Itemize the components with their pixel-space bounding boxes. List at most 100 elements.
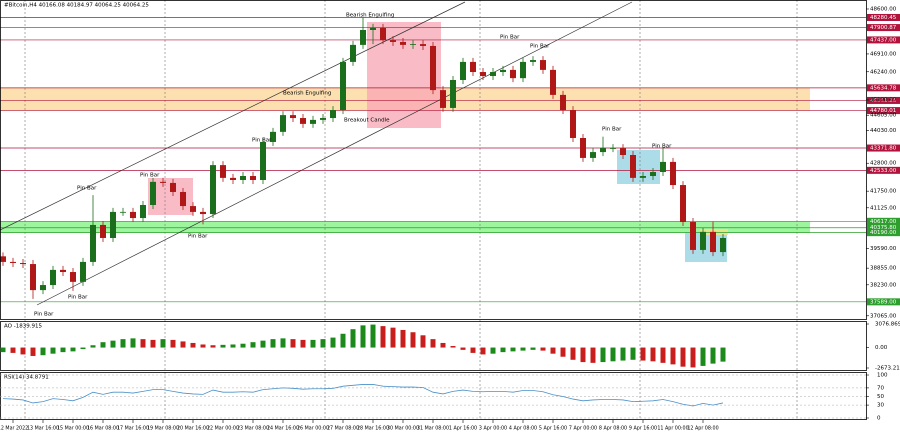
ao-bar bbox=[360, 325, 366, 348]
ao-bar bbox=[290, 339, 296, 348]
channel-line bbox=[0, 1, 466, 231]
level-tag bbox=[867, 229, 900, 237]
level-tag bbox=[867, 36, 900, 44]
candle-body bbox=[10, 261, 16, 263]
level-tag bbox=[867, 166, 900, 174]
ao-bar bbox=[10, 347, 16, 353]
ao-bar bbox=[140, 339, 146, 348]
level-label: 42533.00 bbox=[870, 168, 897, 174]
ao-bar bbox=[460, 347, 466, 350]
x-tick-label: 8 Apr 08:00 bbox=[599, 426, 627, 432]
panel-frame bbox=[0, 372, 867, 420]
ao-bar bbox=[720, 347, 726, 362]
candle-body bbox=[430, 45, 436, 91]
ao-bar bbox=[80, 347, 86, 350]
level-label: 47437.00 bbox=[870, 37, 897, 43]
annotation: Pin Bar bbox=[188, 234, 208, 240]
annotation: Pin Bar bbox=[530, 44, 550, 50]
annotation: Pin Bar bbox=[34, 312, 54, 318]
ao-bar bbox=[390, 327, 396, 348]
candle-body bbox=[640, 176, 646, 178]
ao-bar bbox=[370, 324, 376, 348]
candle-body bbox=[480, 72, 486, 77]
x-tick-label: 17 Mar 16:00 bbox=[117, 426, 149, 432]
ao-title: AO -1839.915 bbox=[4, 324, 42, 330]
ao-bar bbox=[610, 347, 616, 362]
x-tick-label: 5 Apr 16:00 bbox=[539, 426, 567, 432]
ao-bar bbox=[430, 339, 436, 348]
ao-bar bbox=[450, 346, 456, 348]
y-tick-label: 38855.00 bbox=[870, 266, 897, 272]
candle-body bbox=[350, 44, 356, 62]
x-tick-label: 20 Mar 16:00 bbox=[177, 426, 209, 432]
ao-bar bbox=[600, 347, 606, 363]
ao-bar bbox=[560, 347, 566, 357]
ao-tick-label: -2673.213 bbox=[875, 366, 900, 372]
level-tag bbox=[867, 13, 900, 21]
y-tick-label: 41125.00 bbox=[870, 205, 897, 211]
ao-bar bbox=[530, 347, 536, 350]
ao-bar bbox=[570, 347, 576, 360]
annotation: Pin Bar bbox=[652, 144, 672, 150]
y-tick-label: 37065.00 bbox=[870, 313, 897, 319]
level-label: 44780.01 bbox=[870, 108, 896, 114]
candle-body bbox=[80, 261, 86, 282]
ao-bar bbox=[320, 339, 326, 348]
rsi-tick-label: 30 bbox=[877, 403, 884, 409]
ao-bar bbox=[700, 347, 706, 366]
x-tick-label: 15 Mar 00:00 bbox=[57, 426, 89, 432]
candle-body bbox=[300, 118, 306, 124]
candle-body bbox=[150, 181, 156, 205]
candle-body bbox=[560, 94, 566, 111]
ao-bar bbox=[650, 347, 656, 362]
ao-bar bbox=[420, 335, 426, 348]
candle-body bbox=[570, 110, 576, 138]
channel-line bbox=[36, 1, 633, 306]
x-tick-label: 12 Mar 2022 bbox=[0, 426, 28, 432]
ao-bar bbox=[380, 326, 386, 348]
level-label: 43371.80 bbox=[870, 146, 897, 152]
candle-body bbox=[720, 237, 726, 253]
candle-body bbox=[260, 141, 266, 180]
candle-body bbox=[390, 40, 396, 42]
candle-body bbox=[30, 264, 36, 291]
candle-body bbox=[320, 118, 326, 120]
ao-bar bbox=[690, 347, 696, 368]
y-tick-label: 39590.00 bbox=[870, 246, 897, 252]
candle-body bbox=[450, 80, 456, 108]
pattern-box bbox=[367, 22, 441, 128]
ao-bar bbox=[30, 347, 36, 356]
level-tag bbox=[867, 84, 900, 92]
candle-body bbox=[90, 224, 96, 262]
candle-body bbox=[240, 176, 246, 180]
level-tag bbox=[867, 144, 900, 152]
candle-body bbox=[630, 155, 636, 178]
x-tick-label: 16 Mar 08:00 bbox=[87, 426, 119, 432]
level-tag bbox=[867, 24, 900, 32]
annotation: Pin Bar bbox=[140, 173, 160, 179]
rsi-tick-label: 0 bbox=[877, 416, 881, 422]
x-tick-label: 1 Apr 16:00 bbox=[449, 426, 477, 432]
rsi-title: RSI(14) 34.8791 bbox=[4, 375, 49, 381]
rsi-tick-label: 50 bbox=[877, 394, 884, 400]
candle-body bbox=[280, 115, 286, 132]
ao-bar bbox=[350, 329, 356, 348]
ao-bar bbox=[280, 338, 286, 348]
annotation: Breakout Candle bbox=[344, 118, 390, 124]
y-tick-label: 41750.00 bbox=[870, 189, 897, 195]
annotation: Pin Bar bbox=[602, 127, 622, 133]
candle-body bbox=[110, 211, 116, 238]
ao-bar bbox=[260, 340, 266, 348]
level-label: 45161.26 bbox=[870, 98, 897, 104]
candle-body bbox=[410, 44, 416, 45]
candle-body bbox=[40, 285, 46, 291]
level-tag bbox=[867, 217, 900, 225]
ao-bar bbox=[410, 332, 416, 348]
x-tick-label: 27 Mar 08:00 bbox=[327, 426, 359, 432]
level-label: 45634.78 bbox=[870, 85, 897, 91]
candle-body bbox=[460, 61, 466, 80]
pattern-box bbox=[617, 150, 660, 184]
rsi-line bbox=[2, 384, 724, 407]
level-label: 48280.45 bbox=[870, 15, 897, 21]
